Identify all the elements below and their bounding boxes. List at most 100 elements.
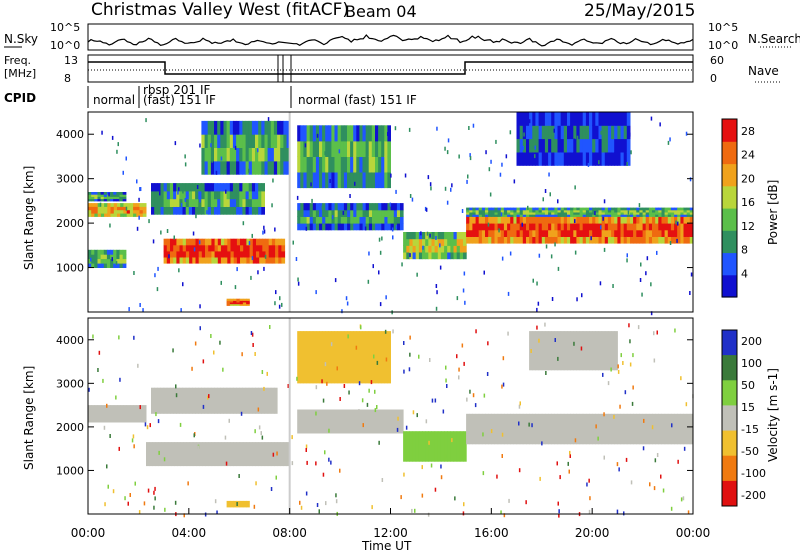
power-cell xyxy=(201,134,206,148)
power-cell xyxy=(664,207,669,211)
power-speckle xyxy=(389,202,392,207)
power-cell xyxy=(233,250,238,258)
power-speckle xyxy=(139,187,141,192)
power-cell xyxy=(683,236,688,244)
power-cell xyxy=(255,147,259,162)
velocity-cell xyxy=(229,387,234,414)
velocity-cell xyxy=(683,413,688,445)
power-cell xyxy=(207,134,212,148)
power-cell xyxy=(123,203,128,207)
power-cell xyxy=(117,213,121,217)
velocity-cell xyxy=(598,413,603,445)
power-cell xyxy=(350,172,354,189)
x-tick-label: 04:00 xyxy=(172,526,207,540)
power-cell xyxy=(589,216,593,224)
power-cell xyxy=(123,206,128,211)
power-colorbar-tick: 28 xyxy=(741,125,755,138)
power-cell xyxy=(278,244,282,252)
power-cell xyxy=(538,216,543,224)
power-cell xyxy=(259,238,263,246)
power-speckle xyxy=(551,297,554,301)
velocity-cell xyxy=(189,442,194,467)
power-cell xyxy=(343,223,348,231)
power-cell xyxy=(617,207,622,211)
power-speckle xyxy=(527,205,529,210)
power-cell xyxy=(347,172,351,189)
power-cell xyxy=(522,207,527,211)
velocity-cell xyxy=(453,431,458,462)
velocity-speckle xyxy=(454,496,456,501)
velocity-cell xyxy=(368,331,373,384)
power-cell xyxy=(563,236,568,244)
power-cell xyxy=(560,214,565,217)
power-cell xyxy=(166,257,171,264)
power-cell xyxy=(472,223,477,231)
power-cell xyxy=(319,125,323,142)
power-cell xyxy=(667,214,672,217)
velocity-speckle xyxy=(525,500,527,505)
power-cell xyxy=(378,223,382,231)
velocity-speckle xyxy=(241,352,243,357)
power-cell xyxy=(516,212,521,215)
power-cell xyxy=(315,203,320,211)
velocity-cell xyxy=(239,500,244,508)
power-cell xyxy=(573,229,577,237)
power-cell xyxy=(182,183,187,192)
power-cell xyxy=(557,236,562,244)
power-cell xyxy=(614,223,618,231)
power-cell xyxy=(239,298,244,301)
power-cell xyxy=(182,244,187,252)
velocity-speckle xyxy=(637,325,640,330)
y-tick-label: 2000 xyxy=(56,217,84,230)
power-cell xyxy=(232,134,237,148)
power-cell xyxy=(309,140,314,157)
velocity-speckle xyxy=(132,434,135,439)
power-speckle xyxy=(160,230,162,235)
power-cell xyxy=(119,198,124,202)
velocity-cell xyxy=(142,405,147,423)
power-cell xyxy=(283,120,288,135)
velocity-cell xyxy=(686,413,691,445)
power-cell xyxy=(488,207,492,211)
power-cell xyxy=(245,190,250,200)
power-cell xyxy=(513,209,518,213)
power-cell xyxy=(661,212,666,215)
velocity-speckle xyxy=(373,354,375,359)
velocity-speckle xyxy=(558,513,560,518)
power-cell xyxy=(450,245,455,253)
power-cell xyxy=(94,192,98,195)
power-speckle xyxy=(446,200,449,205)
power-cell xyxy=(544,207,549,211)
power-cell xyxy=(246,250,251,258)
velocity-cell xyxy=(481,413,486,445)
velocity-speckle xyxy=(677,459,679,464)
power-cell xyxy=(204,183,209,192)
power-cell xyxy=(500,209,505,213)
power-cell xyxy=(510,212,514,215)
velocity-cell xyxy=(551,331,555,371)
power-cell xyxy=(582,152,587,166)
power-colorbar-tick: 4 xyxy=(741,267,748,280)
velocity-cell xyxy=(535,413,540,445)
velocity-cell xyxy=(151,387,155,414)
power-cell xyxy=(136,209,140,214)
power-cell xyxy=(604,216,609,224)
power-cell xyxy=(375,223,379,231)
power-cell xyxy=(516,214,521,217)
power-cell xyxy=(551,236,555,244)
velocity-speckle xyxy=(124,496,126,501)
power-cell xyxy=(97,213,102,217)
power-colorbar-swatch xyxy=(722,163,737,187)
power-cell xyxy=(491,214,495,217)
power-cell xyxy=(623,112,628,126)
velocity-cell xyxy=(353,331,357,384)
velocity-speckle xyxy=(396,427,399,432)
velocity-speckle xyxy=(175,384,177,389)
power-speckle xyxy=(145,118,147,123)
power-cell xyxy=(166,198,171,207)
power-speckle xyxy=(439,243,441,248)
power-cell xyxy=(169,183,174,192)
velocity-speckle xyxy=(385,357,388,362)
power-cell xyxy=(560,152,565,166)
power-cell xyxy=(570,207,574,211)
